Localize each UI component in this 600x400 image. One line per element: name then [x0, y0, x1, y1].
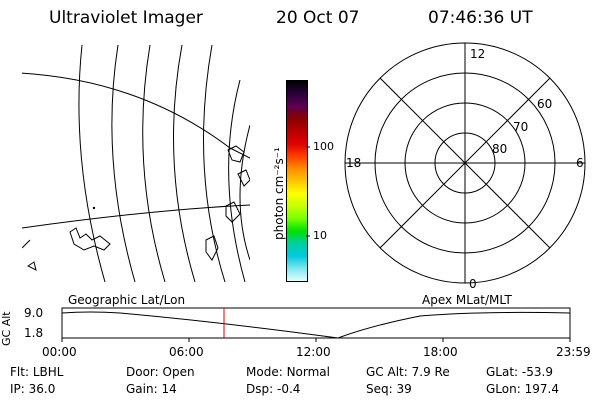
color-bar: [286, 80, 308, 282]
polar-plot-label: Apex MLat/MLT: [422, 293, 512, 307]
status-seq: Seq: 39: [366, 382, 412, 396]
map-marker: [92, 206, 96, 210]
mlat-label-80: 80: [492, 142, 508, 156]
altitude-ytick-high: 9.0: [24, 306, 44, 320]
geo-map-label: Geographic Lat/Lon: [68, 293, 186, 307]
altitude-xtick-4: 23:59: [556, 345, 591, 359]
mlt-label-0: 0: [469, 277, 477, 291]
status-gain: Gain: 14: [126, 382, 177, 396]
status-glon: GLon: 197.4: [486, 382, 559, 396]
status-ip: IP: 36.0: [10, 382, 56, 396]
mlt-label-12: 12: [470, 47, 486, 61]
colorbar-tick-10: 10: [313, 229, 327, 242]
status-door: Door: Open: [126, 365, 195, 379]
status-gc-alt: GC Alt: 7.9 Re: [366, 365, 450, 379]
status-flt: Flt: LBHL: [10, 365, 64, 379]
mlat-label-70: 70: [513, 120, 529, 134]
altitude-ytick-low: 1.8: [24, 326, 44, 340]
altitude-xtick-2: 12:00: [296, 345, 331, 359]
altitude-xtick-1: 06:00: [169, 345, 204, 359]
colorbar-tick-100: 100: [313, 140, 334, 153]
status-glat: GLat: -53.9: [486, 365, 553, 379]
instrument-title: Ultraviolet Imager: [49, 8, 203, 28]
mlt-label-6: 6: [576, 156, 584, 170]
altitude-xtick-0: 00:00: [42, 345, 77, 359]
date-label: 20 Oct 07: [276, 8, 360, 28]
status-mode: Mode: Normal: [246, 365, 330, 379]
time-label: 07:46:36 UT: [428, 8, 533, 28]
mlt-label-18: 18: [346, 156, 362, 170]
altitude-xtick-3: 18:00: [423, 345, 458, 359]
status-dsp: Dsp: -0.4: [246, 382, 301, 396]
mlat-label-60: 60: [537, 97, 553, 111]
